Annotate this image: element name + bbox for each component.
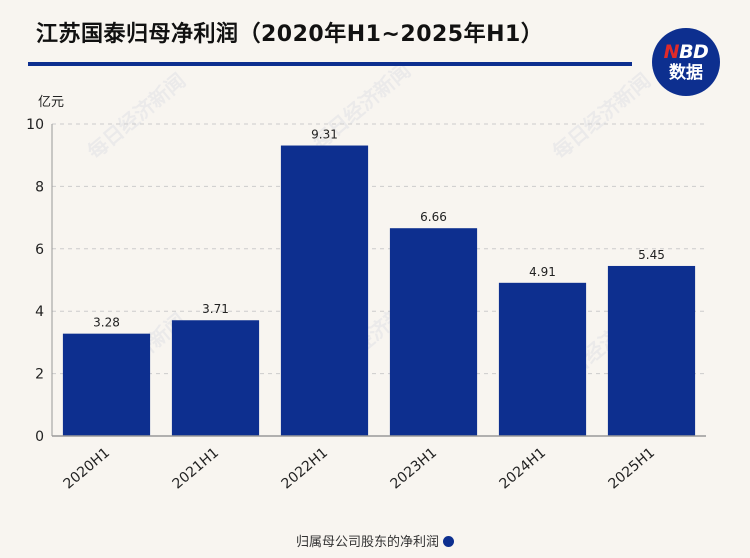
bar-2020H1 — [62, 333, 151, 436]
legend: 归属母公司股东的净利润 — [0, 531, 750, 550]
x-tick-label: 2024H1 — [497, 445, 549, 493]
bars — [62, 145, 696, 436]
grid-lines — [52, 123, 706, 375]
data-label: 9.31 — [311, 128, 338, 142]
bar-2025H1 — [607, 265, 696, 436]
x-tick-label: 2023H1 — [388, 445, 440, 493]
legend-swatch — [443, 536, 454, 547]
x-axis-ticks: 2020H1 2021H1 2022H1 2023H1 2024H1 2025H1 — [61, 445, 658, 493]
bar-2022H1 — [280, 145, 369, 436]
data-label: 6.66 — [420, 210, 447, 224]
watermark-text: 每日经济新闻 — [83, 68, 190, 164]
y-tick-label: 10 — [26, 117, 44, 133]
y-tick-label: 0 — [35, 429, 44, 445]
bar-2021H1 — [171, 320, 260, 436]
data-labels: 3.28 3.71 9.31 6.66 4.91 5.45 — [93, 128, 665, 330]
watermark-text: 每日经济新闻 — [548, 68, 655, 164]
x-tick-label: 2022H1 — [279, 445, 331, 493]
title-underline — [28, 62, 632, 66]
nbd-logo: NBD 数据 — [652, 28, 720, 96]
bar-2023H1 — [389, 228, 478, 436]
y-tick-label: 2 — [35, 367, 44, 383]
data-label: 3.71 — [202, 302, 229, 316]
x-tick-label: 2021H1 — [170, 445, 222, 493]
legend-label: 归属母公司股东的净利润 — [295, 535, 439, 550]
y-tick-label: 4 — [35, 304, 44, 320]
y-axis-ticks: 0 2 4 6 8 10 — [26, 117, 44, 445]
y-axis-unit-label: 亿元 — [38, 95, 64, 110]
y-tick-label: 8 — [35, 179, 44, 195]
bar-2024H1 — [498, 282, 587, 436]
logo-text-nbd: NBD — [663, 40, 709, 63]
x-tick-label: 2025H1 — [606, 445, 658, 493]
data-label: 5.45 — [638, 248, 665, 262]
y-tick-label: 6 — [35, 242, 44, 258]
x-tick-label: 2020H1 — [61, 445, 113, 493]
data-label: 3.28 — [93, 316, 120, 330]
logo-text-data: 数据 — [669, 62, 703, 83]
chart-title: 江苏国泰归母净利润（2020年H1~2025年H1） — [36, 22, 544, 47]
data-label: 4.91 — [529, 265, 556, 279]
